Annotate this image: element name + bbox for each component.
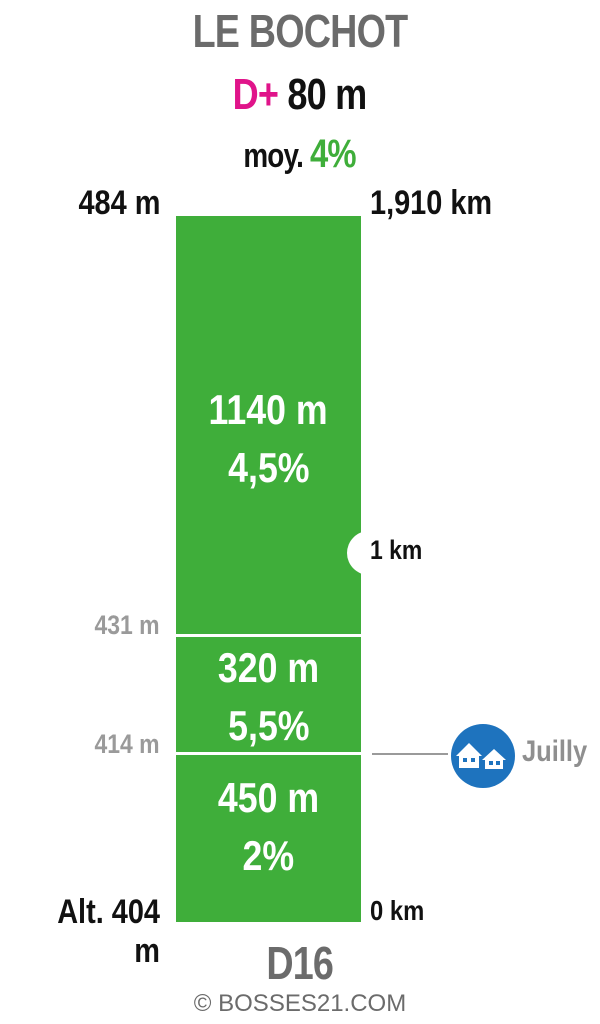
segment-1: 1140 m 4,5% [176,216,361,634]
segment-2: 320 m 5,5% [176,637,361,752]
km-marker: 1 km [370,535,423,565]
road-name: D16 [266,937,335,989]
profile-bar: 1140 m 4,5% 320 m 5,5% 450 m 2% [176,216,361,922]
copyright: © BOSSES21.COM [193,990,407,1017]
average-grade: moy. 4% [0,132,600,177]
segment-3-grade: 2% [242,832,295,879]
average-value: 4% [310,132,357,176]
km-marker-notch [347,531,391,575]
climb-title: LE BOCHOT [192,5,409,57]
start-altitude: Alt. 404 m [57,893,160,970]
waypoint-connector [372,753,448,755]
altitude-label-414: 414 m [94,729,160,759]
total-distance: 1,910 km [370,184,493,222]
segment-1-length: 1140 m [208,386,329,433]
altitude-label-431: 431 m [94,610,160,640]
elevation-gain: D+ 80 m [0,70,600,120]
summit-altitude: 484 m [78,184,160,222]
waypoint-label: Juilly [522,735,588,768]
elevation-gain-prefix: D+ [233,70,279,119]
segment-2-length: 320 m [217,644,320,691]
average-prefix: moy. [243,137,305,175]
segment-2-grade: 5,5% [227,702,310,749]
houses-icon [451,724,515,788]
segment-1-grade: 4,5% [227,444,310,491]
segment-3-length: 450 m [217,774,320,821]
start-distance: 0 km [370,895,425,926]
elevation-gain-value: 80 m [287,70,368,119]
segment-3: 450 m 2% [176,755,361,922]
